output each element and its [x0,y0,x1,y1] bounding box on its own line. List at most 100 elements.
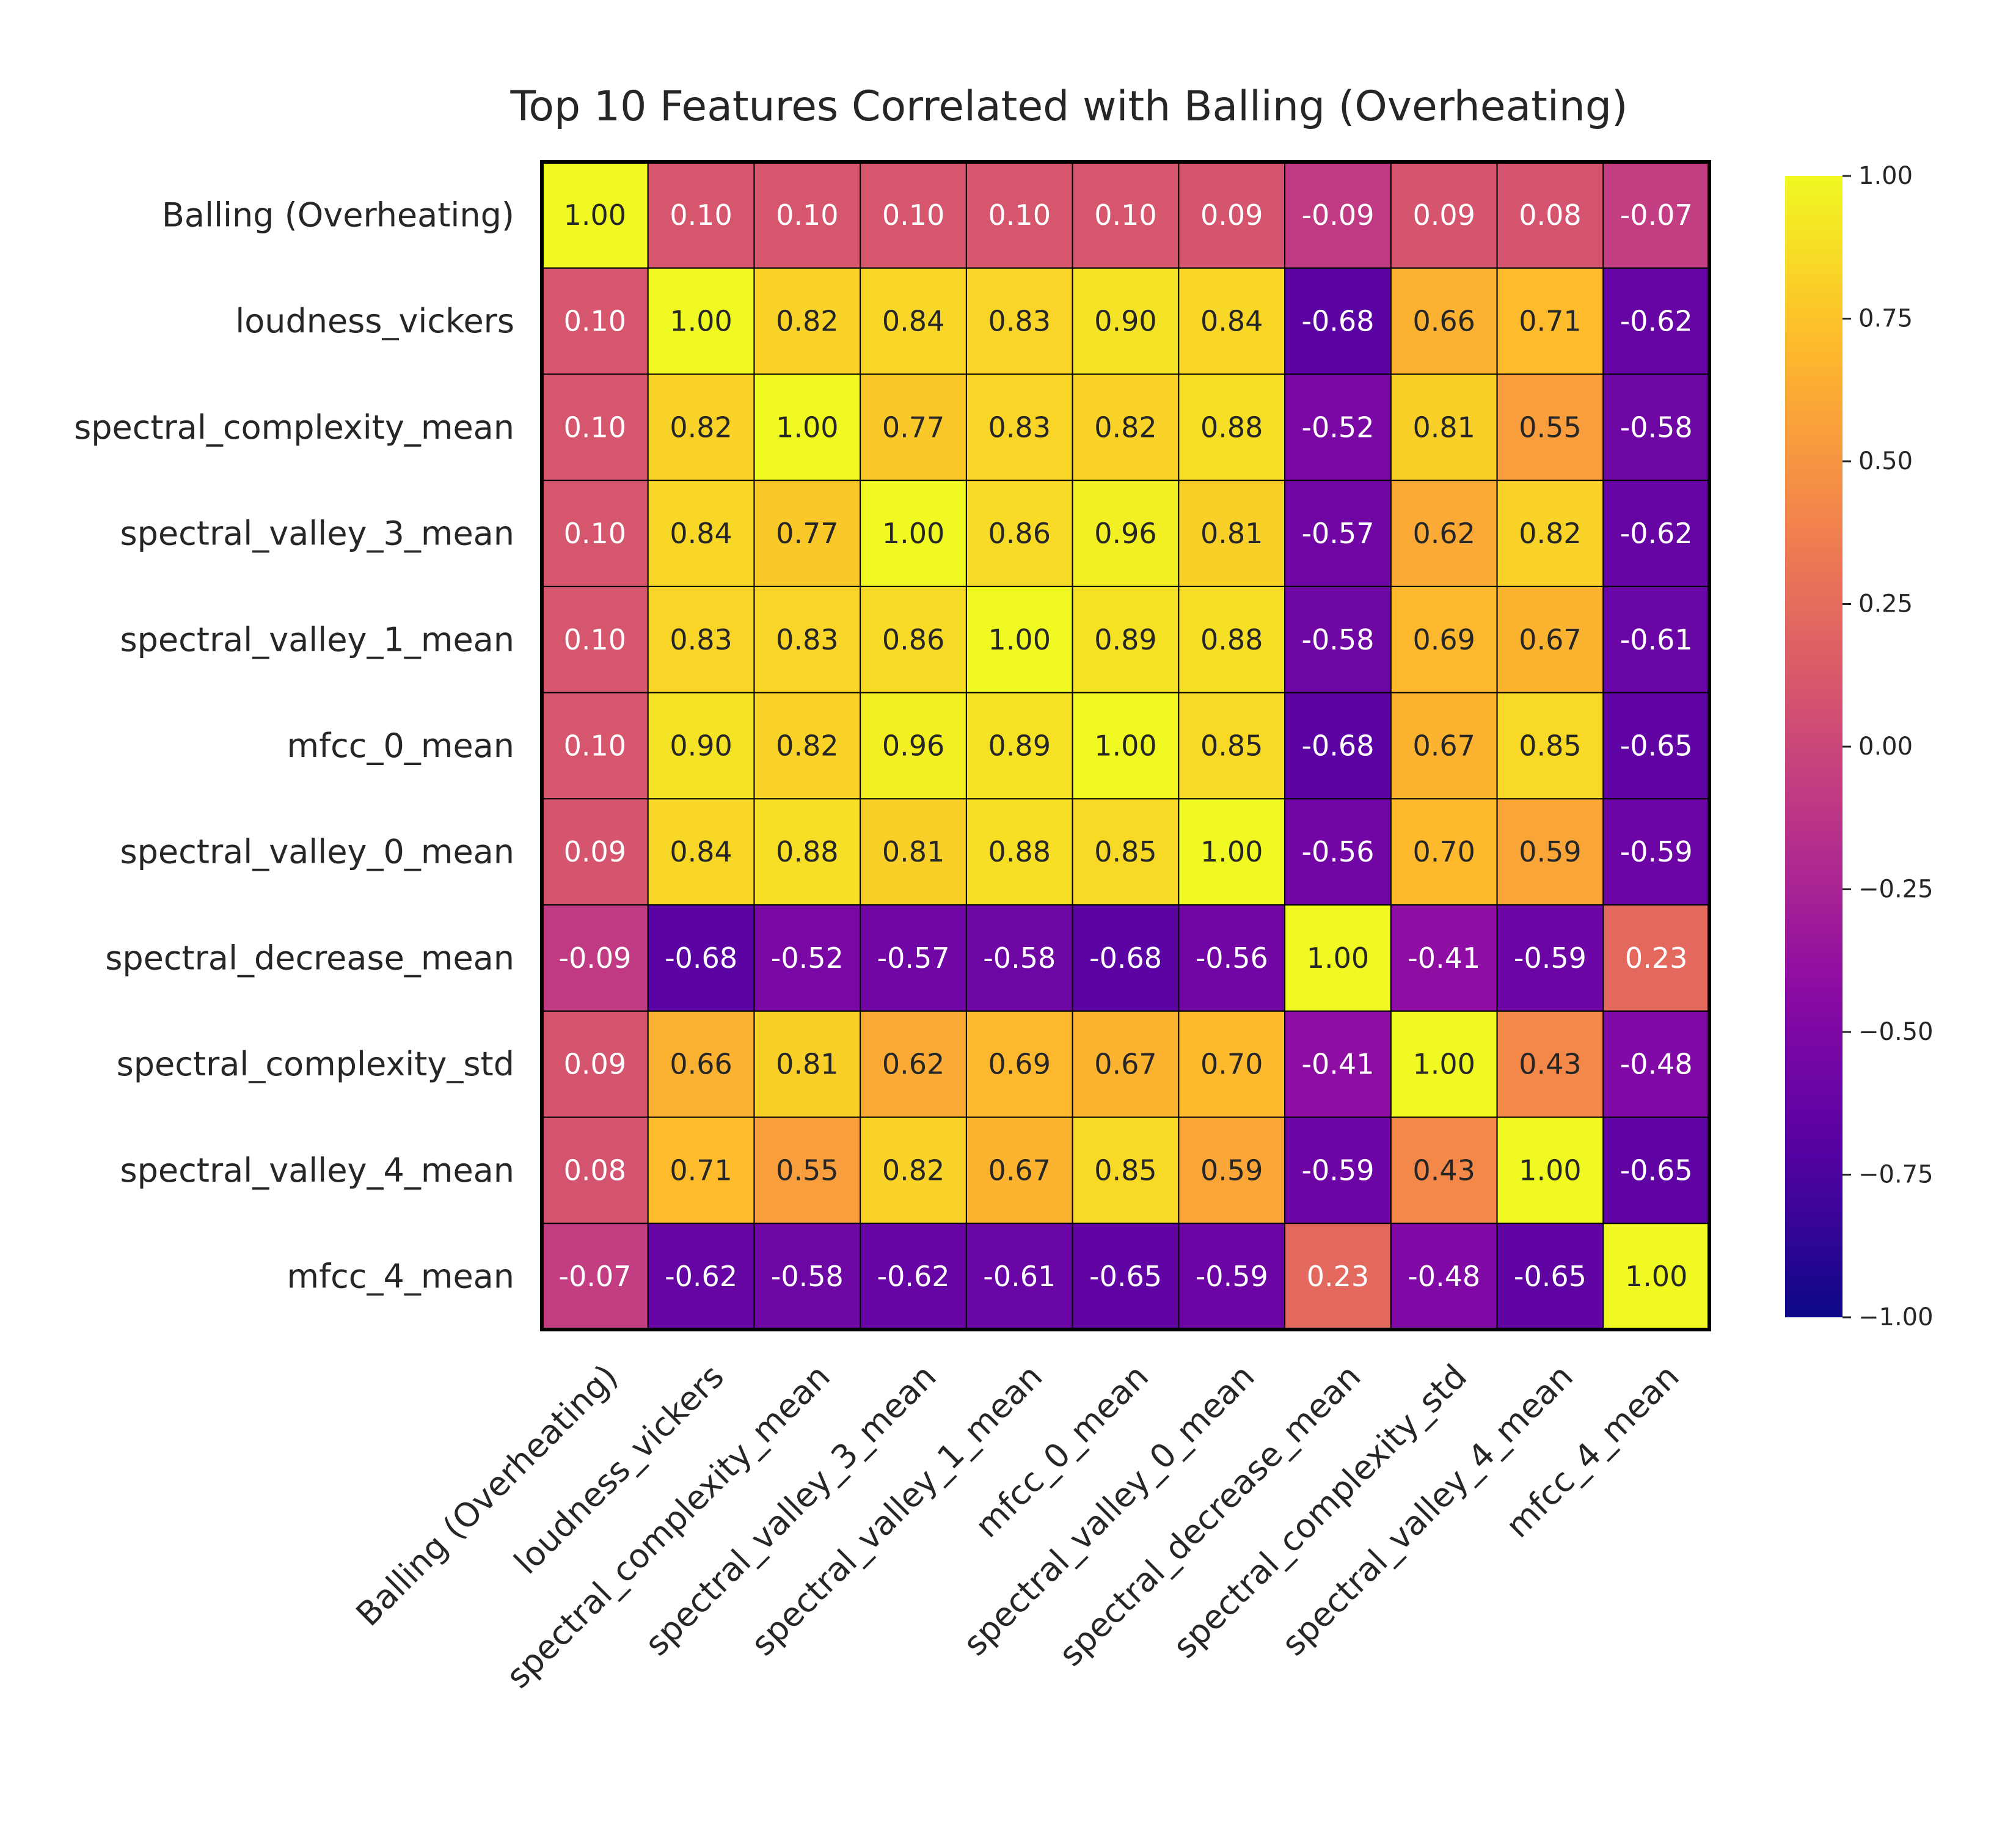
cell-value-label: 0.83 [776,623,838,656]
y-tick-label: spectral_valley_0_mean [120,833,514,871]
cell-value-label: -0.62 [1620,305,1693,338]
cell-value-label: -0.59 [1301,1154,1374,1187]
heatmap-cell [965,267,1073,375]
cell-value-label: 1.00 [776,411,838,444]
heatmap-cell [1072,1116,1180,1224]
cell-value-label: 1.00 [1094,730,1156,763]
cell-value-label: 0.59 [1200,1154,1263,1187]
cell-value-label: 1.00 [1200,835,1263,868]
heatmap-cell [965,373,1073,481]
heatmap-cell [541,585,649,693]
heatmap-cell [541,161,649,269]
cell-value-label: -0.58 [1620,411,1693,444]
heatmap-cell [541,904,649,1012]
cell-value-label: 0.10 [882,199,944,232]
cell-value-label: 0.96 [882,730,944,763]
y-tick-label: spectral_decrease_mean [105,938,514,977]
colorbar-gradient [1785,176,1843,1317]
heatmap-cell [1390,1223,1498,1330]
heatmap-cell [1602,1223,1710,1330]
cell-value-label: -0.41 [1301,1048,1374,1081]
cell-value-label: 0.66 [670,1048,732,1081]
heatmap-cell [1602,585,1710,693]
cell-value-label: 0.85 [1094,1154,1156,1187]
x-axis-labels: Balling (Overheating)loudness_vickersspe… [349,1357,1687,1696]
cell-value-label: 0.09 [1200,199,1263,232]
heatmap-cell [965,161,1073,269]
heatmap-cell [860,904,967,1012]
heatmap-cell [1390,904,1498,1012]
heatmap-cell [753,798,861,906]
cell-value-label: 0.82 [882,1154,944,1187]
heatmap-cell [1284,798,1392,906]
cell-value-label: 0.81 [882,835,944,868]
cell-value-label: 0.77 [776,517,838,550]
y-tick-label: spectral_complexity_mean [74,408,514,447]
cell-value-label: 0.67 [1519,623,1581,656]
colorbar-tick-label: −0.25 [1858,876,1934,904]
cell-value-label: -0.62 [1620,517,1693,550]
heatmap-cells: 1.00 0.10 0.10 0.10 0.10 0.10 0.09 -0.09 0.09 0.0… [541,161,1710,1330]
heatmap-cell [1496,267,1604,375]
colorbar-tick-label: −0.50 [1858,1018,1934,1046]
cell-value-label: -0.68 [665,942,737,975]
cell-value-label: 0.82 [1094,411,1156,444]
cell-value-label: 0.10 [564,623,626,656]
cell-value-label: 0.09 [564,835,626,868]
heatmap-cell [1496,161,1604,269]
heatmap-cell [1284,267,1392,375]
heatmap-cell [965,904,1073,1012]
cell-value-label: 0.90 [670,730,732,763]
cell-value-label: 0.85 [1200,730,1263,763]
heatmap-cell [965,585,1073,693]
heatmap-cell [1284,1010,1392,1118]
cell-value-label: 0.83 [988,411,1051,444]
cell-value-label: 0.43 [1519,1048,1581,1081]
heatmap-cell [1072,161,1180,269]
colorbar-tick-label: 0.50 [1858,447,1913,475]
cell-value-label: 0.89 [988,730,1051,763]
heatmap-cell [1284,1223,1392,1330]
heatmap-cell [1072,798,1180,906]
cell-value-label: 0.81 [776,1048,838,1081]
heatmap-cell [753,267,861,375]
heatmap-cell [860,1116,967,1224]
heatmap-cell [1390,585,1498,693]
heatmap-cell [860,798,967,906]
cell-value-label: -0.62 [877,1260,950,1293]
heatmap-cell [1602,1116,1710,1224]
heatmap-cell [753,1223,861,1330]
heatmap-cell [1496,904,1604,1012]
heatmap-frame [540,160,1711,1331]
heatmap-cell [541,267,649,375]
cell-value-label: 0.90 [1094,305,1156,338]
heatmap-cell [753,373,861,481]
cell-value-label: 0.83 [670,623,732,656]
cell-value-label: 1.00 [1625,1260,1687,1293]
cell-value-label: -0.07 [558,1260,631,1293]
heatmap-cell [1496,798,1604,906]
cell-value-label: 0.82 [776,730,838,763]
cell-value-label: 0.83 [988,305,1051,338]
cell-value-label: -0.65 [1089,1260,1162,1293]
cell-value-label: 0.10 [776,199,838,232]
heatmap-cell [647,904,755,1012]
heatmap-cell [1602,267,1710,375]
cell-value-label: 1.00 [988,623,1051,656]
cell-value-label: 0.55 [1519,411,1581,444]
heatmap-cell [647,480,755,587]
y-tick-label: spectral_valley_4_mean [120,1151,514,1190]
cell-value-label: -0.58 [983,942,1056,975]
cell-value-label: 0.69 [988,1048,1051,1081]
cell-value-label: -0.56 [1301,835,1374,868]
heatmap-cell [1284,904,1392,1012]
cell-value-label: 0.70 [1200,1048,1263,1081]
heatmap-cell [1390,798,1498,906]
cell-value-label: 0.23 [1307,1260,1369,1293]
cell-value-label: 0.82 [776,305,838,338]
heatmap-cell [1178,480,1286,587]
heatmap-cell [541,692,649,800]
heatmap-cell [1178,1010,1286,1118]
cell-value-label: 0.88 [1200,411,1263,444]
